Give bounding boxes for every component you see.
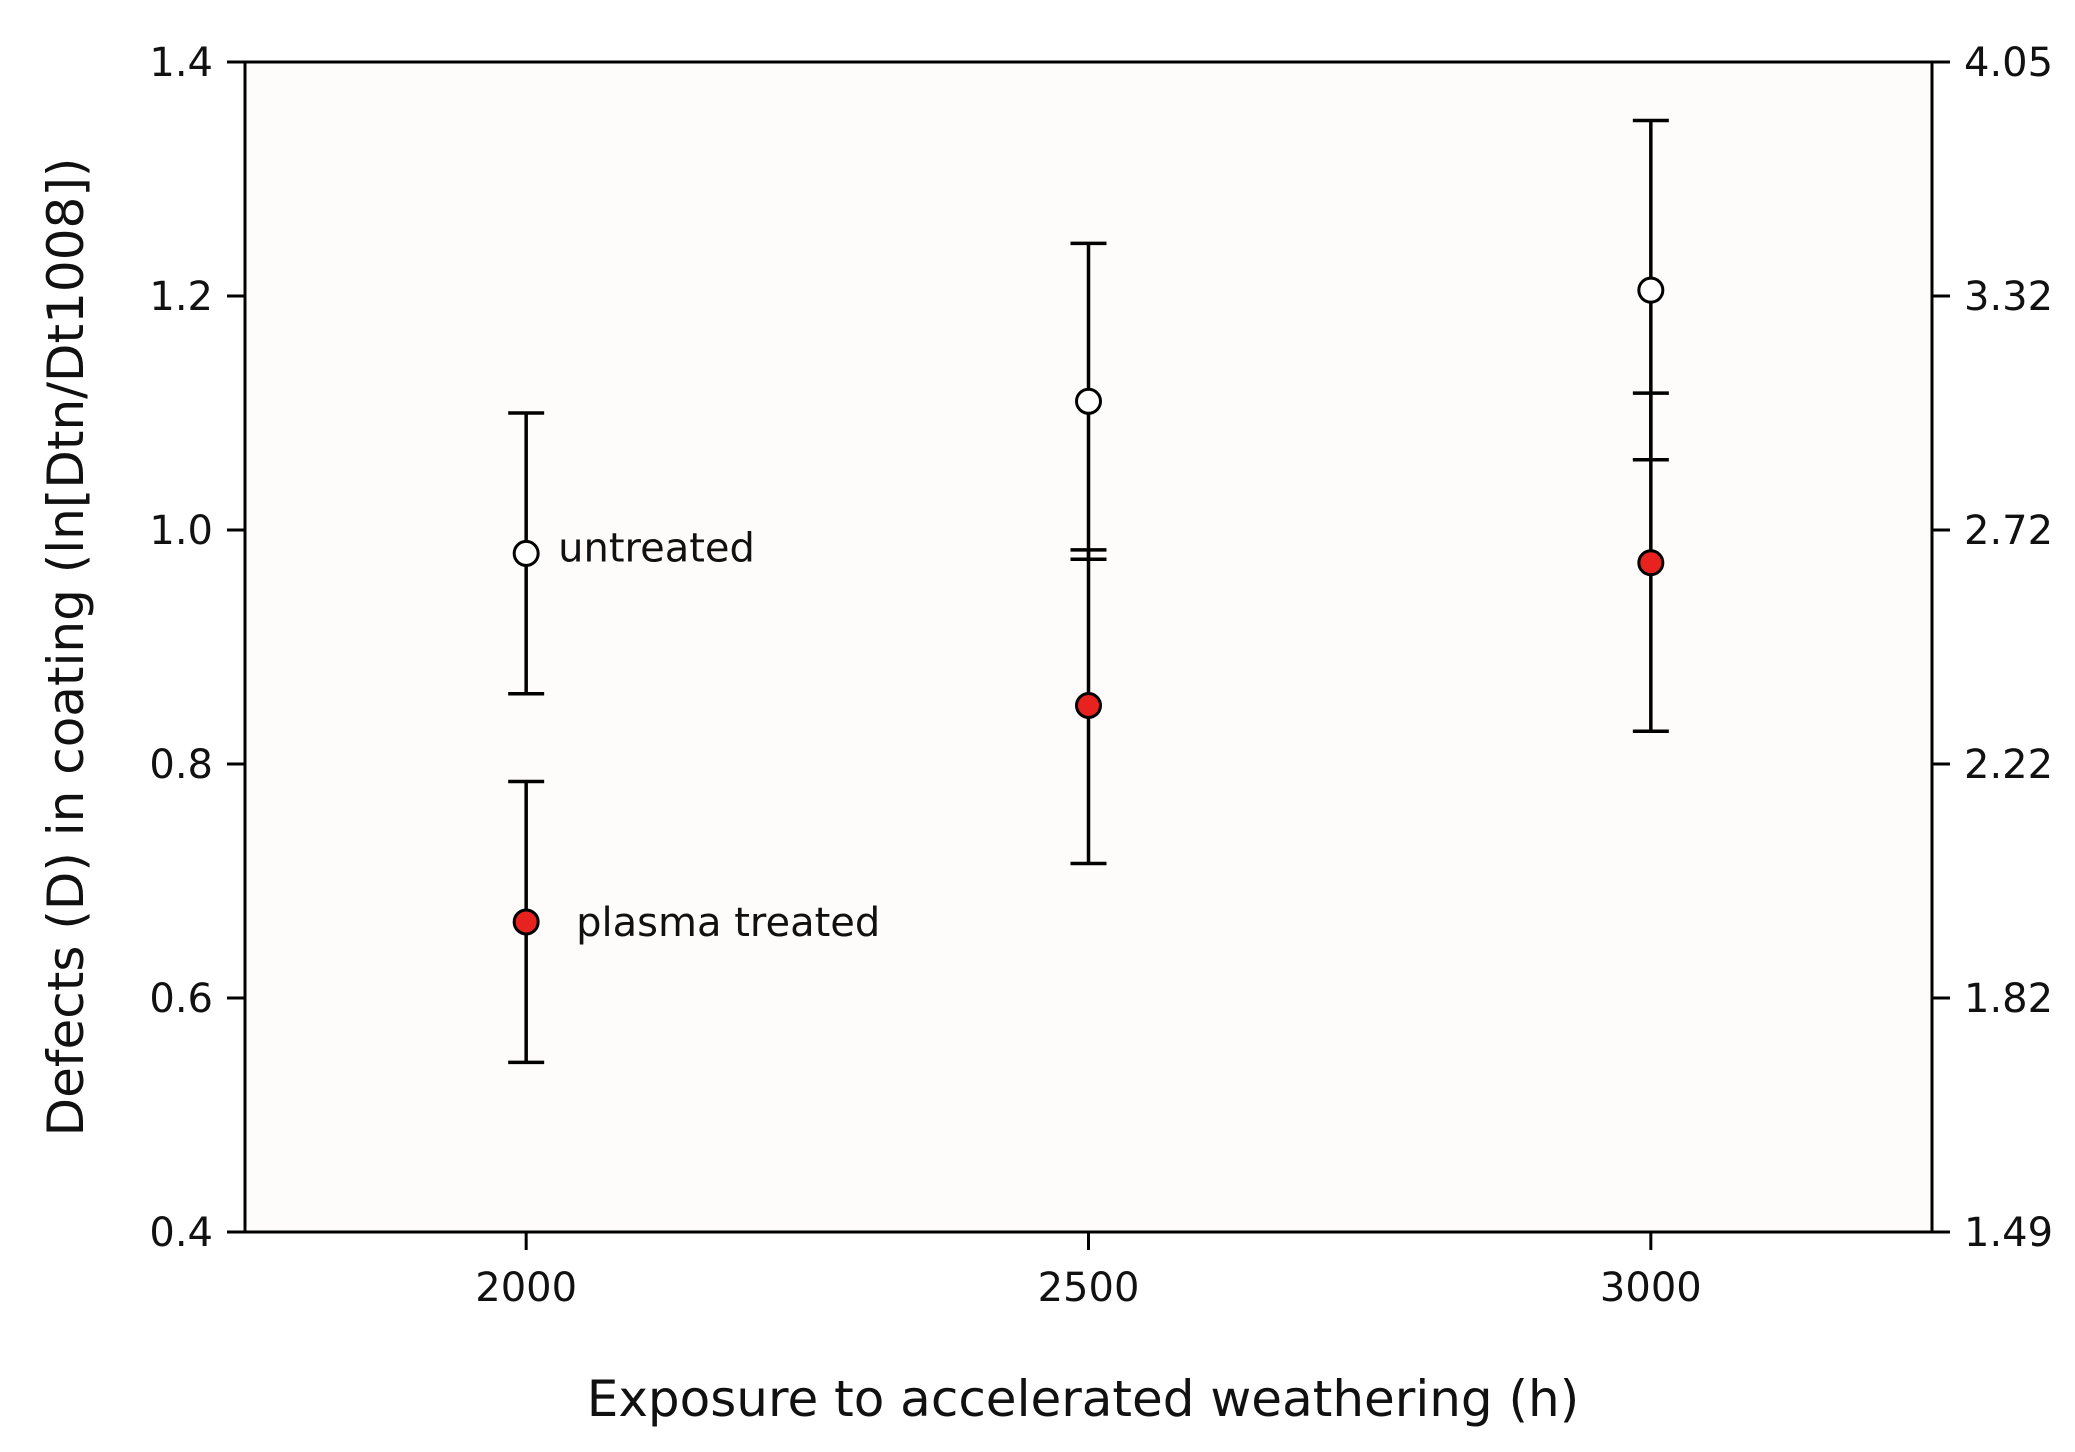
y2-tick-label: 1.49: [1964, 1210, 2053, 1256]
y2-tick-label: 2.72: [1964, 508, 2053, 554]
plasma-treated-point: [1075, 692, 1102, 719]
plasma-treated-point: [512, 908, 540, 936]
y2-tick-label: 1.82: [1964, 976, 2053, 1022]
y-axis-title: Defects (D) in coating (ln[Dtn/Dt1008]): [37, 158, 95, 1137]
x-tick-label: 2500: [1038, 1265, 1140, 1311]
y-tick-label: 1.0: [149, 508, 213, 554]
untreated-point: [1075, 387, 1102, 415]
y2-tick-label: 3.32: [1964, 274, 2053, 320]
marks-layer: untreated plasma treated: [508, 118, 1669, 1065]
untreated-point: [1637, 276, 1665, 304]
series-label-untreated: untreated: [558, 525, 755, 571]
y-tick-label: 1.4: [149, 40, 213, 86]
y-tick-label: 0.8: [149, 742, 213, 788]
x-tick-label: 2000: [475, 1265, 577, 1311]
plasma-treated-point: [1637, 549, 1665, 577]
untreated-point: [512, 539, 540, 567]
y-tick-label: 0.6: [149, 976, 213, 1022]
y-tick-label: 1.2: [149, 274, 213, 320]
x-tick-label: 3000: [1600, 1265, 1702, 1311]
y-tick-label: 0.4: [149, 1210, 213, 1256]
series-label-plasma-treated: plasma treated: [576, 900, 880, 946]
ticks-layer: 0.4 1.49 0.6 1.82 0.8 2.22 1.0 2.72 1.2 3.32 1.4 4.…: [149, 40, 2053, 1311]
x-axis-title: Exposure to accelerated weathering (h): [587, 1370, 1580, 1428]
y2-tick-label: 2.22: [1964, 742, 2053, 788]
y2-tick-label: 4.05: [1964, 40, 2053, 86]
